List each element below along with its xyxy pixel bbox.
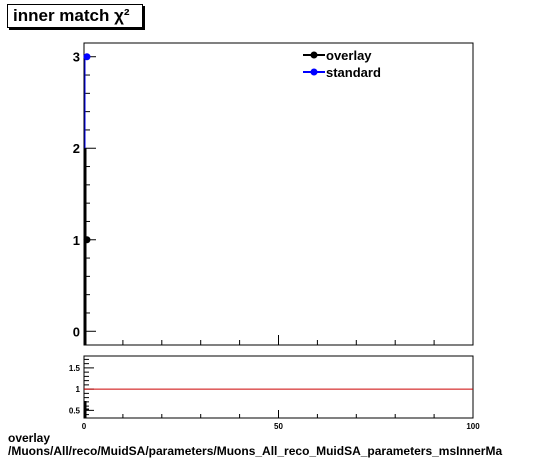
y-tick-label: 1 — [73, 233, 80, 248]
legend: overlay standard — [303, 48, 381, 80]
y-tick-label: 2 — [73, 141, 80, 156]
legend-marker-standard — [310, 68, 318, 76]
ratio-x-tick-label: 0 — [82, 422, 87, 431]
ratio-plot-frame — [83, 355, 474, 419]
ratio-y-tick-label: 1.5 — [69, 364, 81, 373]
ratio-y-tick-label: 0.5 — [69, 406, 81, 415]
main-plot-marks — [83, 53, 91, 345]
legend-label-standard: standard — [326, 65, 381, 80]
ratio-plot-marks — [84, 388, 473, 418]
main-plot-frame — [83, 42, 474, 346]
ratio-x-tick-label: 50 — [274, 422, 283, 431]
ratio-x-tick-label: 100 — [466, 422, 480, 431]
footer-histogram-path: /Muons/All/reco/MuidSA/parameters/Muons_… — [8, 444, 503, 458]
ratio-axes: 0.5 1 1.5 0 50 100 — [69, 358, 480, 431]
legend-marker-overlay — [310, 51, 318, 59]
legend-label-overlay: overlay — [326, 48, 372, 63]
ratio-y-tick-label: 1 — [76, 385, 81, 394]
standard-point — [83, 53, 91, 61]
chart-title: inner match χ² — [7, 4, 143, 28]
y-tick-label: 3 — [73, 50, 80, 65]
main-axes: 0 1 2 3 — [73, 50, 474, 345]
main-frame-rect — [83, 42, 474, 346]
overlay-point — [83, 236, 91, 244]
footer-path: overlay /Muons/All/reco/MuidSA/parameter… — [8, 432, 546, 458]
y-tick-label: 0 — [73, 324, 80, 339]
ratio-frame-rect — [83, 355, 474, 419]
footer-label: overlay — [8, 432, 51, 445]
